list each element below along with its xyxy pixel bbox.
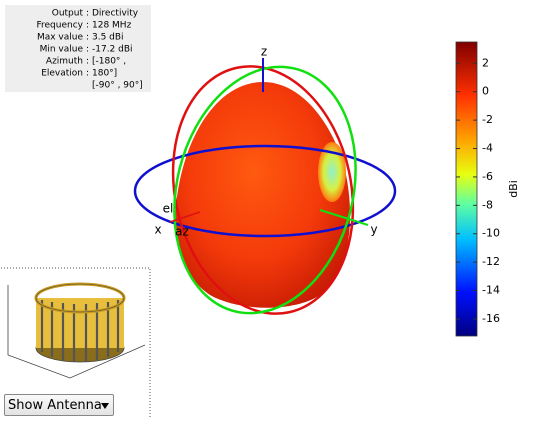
info-value: Directivity xyxy=(92,9,139,19)
info-value: 128 MHz xyxy=(92,21,132,31)
axis-label: x xyxy=(154,223,161,237)
info-label: Frequency xyxy=(37,21,84,31)
dropdown-text: Show Antenna xyxy=(8,398,102,413)
info-sep: : xyxy=(86,33,89,43)
axis-label: el xyxy=(163,202,174,216)
colorbar-tick-label: 0 xyxy=(482,85,489,98)
info-value: 180°] xyxy=(92,69,117,79)
info-value: [-180° , xyxy=(92,57,126,67)
dropdown-arrow xyxy=(101,403,109,409)
info-value: 3.5 dBi xyxy=(92,33,124,43)
colorbar-tick-label: -14 xyxy=(482,284,500,297)
pattern-null xyxy=(318,142,346,202)
pattern-surface xyxy=(175,82,351,308)
info-value: [-90° , 90°] xyxy=(92,81,143,91)
azimuth-ring xyxy=(133,144,397,238)
colorbar-tick-label: -10 xyxy=(482,227,500,240)
info-panel xyxy=(5,5,151,92)
colorbar-tick-label: -6 xyxy=(482,170,493,183)
info-label: Output xyxy=(52,9,84,19)
y-axis xyxy=(319,209,369,226)
dropdown[interactable]: Show Antenna xyxy=(4,394,114,416)
info-label: Max value xyxy=(37,33,84,43)
info-sep: : xyxy=(86,57,89,67)
colorbar-tick-label: -12 xyxy=(482,255,500,268)
info-label: Min value xyxy=(40,45,84,55)
colorbar-tick-label: -4 xyxy=(482,142,493,155)
info-sep: : xyxy=(86,45,89,55)
colorbar xyxy=(455,41,478,337)
colorbar-tick-label: -2 xyxy=(482,113,493,126)
elevation-ring-green xyxy=(173,65,357,315)
info-label: Elevation xyxy=(41,69,83,79)
antenna-thumbnail xyxy=(34,282,126,363)
colorbar-tick-label: -8 xyxy=(482,198,493,211)
colorbar-label: dBi xyxy=(507,180,520,198)
info-sep: : xyxy=(86,9,89,19)
x-axis xyxy=(169,211,201,223)
axis-label: az xyxy=(175,225,189,239)
info-value: -17.2 dBi xyxy=(92,45,133,55)
axis-label: z xyxy=(261,45,267,59)
thumbnail-frame xyxy=(1,267,151,418)
thumbnail-axes xyxy=(7,285,146,379)
elevation-ring-red xyxy=(171,65,355,315)
colorbar-ticks: 2 0 -2 -4 -6 -8 -10 -12 -14 -16 xyxy=(456,56,500,325)
info-label: Azimuth xyxy=(46,57,83,67)
colorbar-tick-label: -16 xyxy=(482,312,500,325)
info-sep: : xyxy=(86,21,89,31)
axis-label: y xyxy=(370,223,377,237)
colorbar-tick-label: 2 xyxy=(482,56,489,69)
info-sep: : xyxy=(86,69,89,79)
